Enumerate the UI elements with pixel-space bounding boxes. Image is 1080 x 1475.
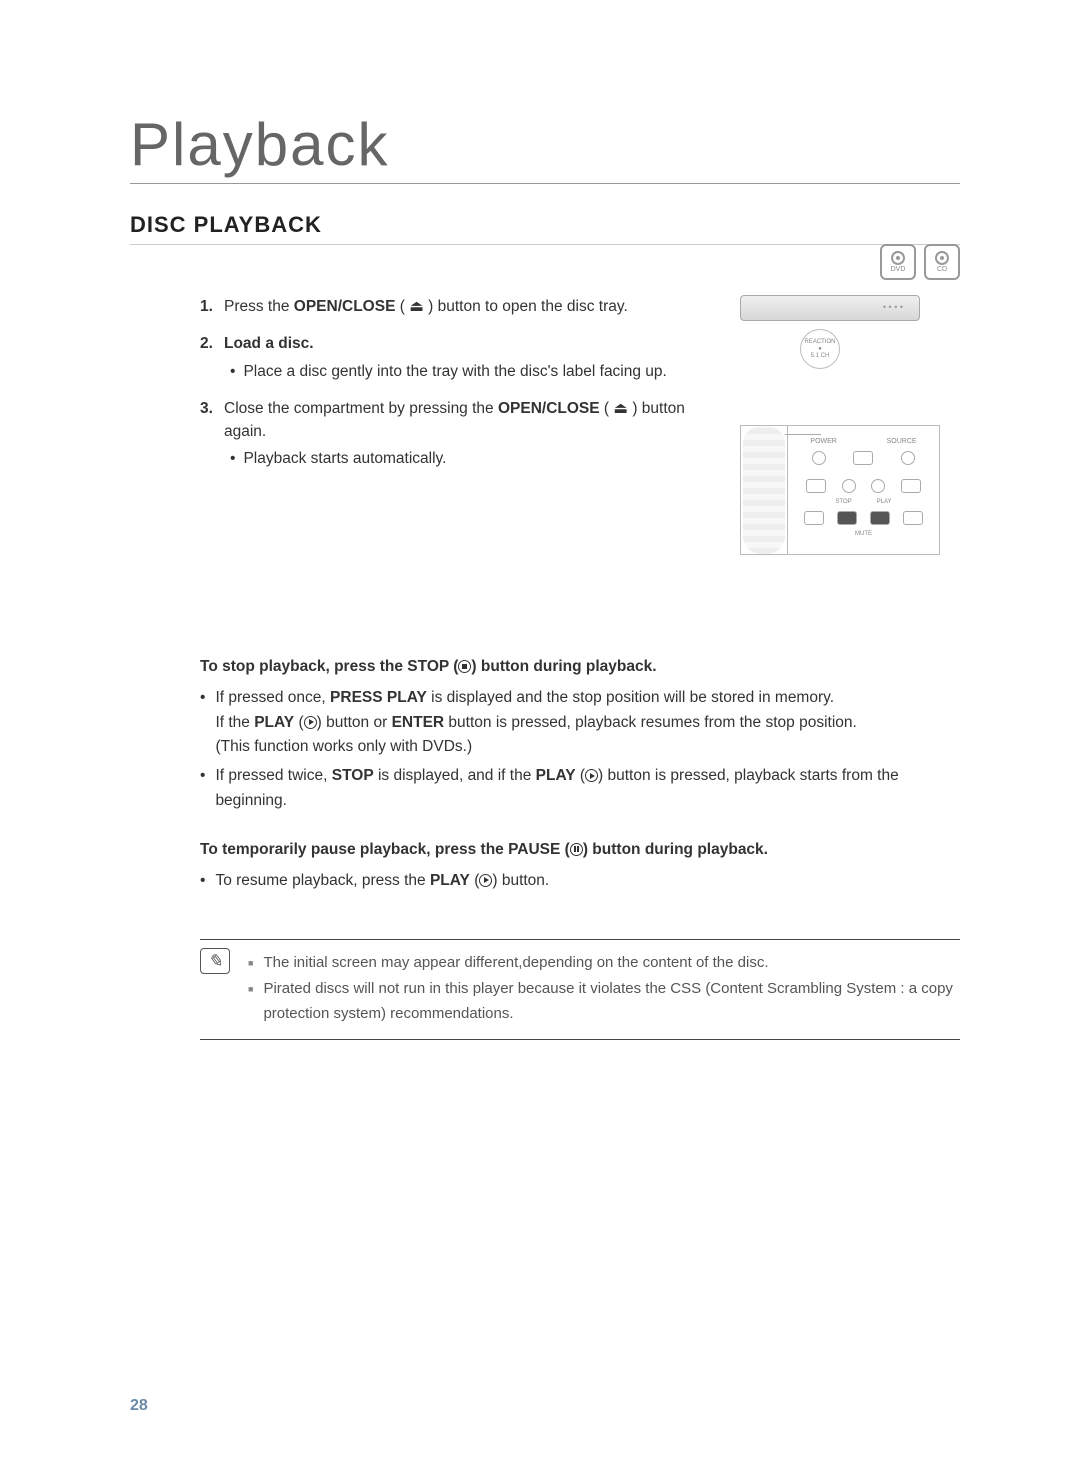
format-badges: DVD CD <box>880 244 960 280</box>
pause-b1b: PLAY <box>430 872 470 889</box>
note-box: ✎ The initial screen may appear differen… <box>200 939 960 1040</box>
cd-badge: CD <box>924 244 960 280</box>
step-1-bold: OPEN/CLOSE <box>294 298 396 315</box>
stop-b1c: is displayed and the stop position will … <box>427 689 834 706</box>
reaction-label-bot: 5.1 CH <box>811 353 830 359</box>
remote-stop-label: STOP <box>835 499 851 505</box>
dvd-badge: DVD <box>880 244 916 280</box>
stop-section: To stop playback, press the STOP ( ) butt… <box>200 655 960 814</box>
play-icon-2 <box>585 769 598 782</box>
pause-b1d: ) button. <box>492 872 549 889</box>
pause-heading-pre: To temporarily pause playback, press the <box>200 841 508 858</box>
step-2-bullet: Place a disc gently into the tray with t… <box>243 360 666 383</box>
step-2-heading: Load a disc. <box>224 335 314 352</box>
stop-b1d-play: PLAY <box>254 714 294 731</box>
cd-badge-label: CD <box>937 266 947 273</box>
page-number: 28 <box>130 1397 148 1415</box>
remote-source-label: SOURCE <box>887 438 917 445</box>
step-1-text-post: ( ⏏ ) button to open the disc tray. <box>395 298 627 315</box>
step-1-text-pre: Press the <box>224 298 294 315</box>
pause-heading-post: ) button during playback. <box>583 841 768 858</box>
section-title: DISC PLAYBACK <box>130 212 960 245</box>
pause-heading-pause: PAUSE <box>508 841 560 858</box>
step-3-text-pre: Close the compartment by pressing the <box>224 400 498 417</box>
stop-b1a: If pressed once, <box>215 689 330 706</box>
note-2: Pirated discs will not run in this playe… <box>263 976 960 1027</box>
reaction-speaker-illustration: REACTION ● 5.1 CH <box>800 329 840 369</box>
stop-b1e: (This function works only with DVDs.) <box>215 738 472 755</box>
remote-mute-label: MUTE <box>855 531 872 537</box>
stop-b2e: ( <box>576 767 585 784</box>
stop-icon <box>458 660 471 673</box>
stop-b2c: is displayed, and if the <box>374 767 536 784</box>
step-3-bullet: Playback starts automatically. <box>243 447 446 470</box>
pause-section: To temporarily pause playback, press the… <box>200 838 960 894</box>
reaction-label-top: REACTION <box>804 339 835 345</box>
stop-b1b: PRESS PLAY <box>330 689 427 706</box>
stop-b1d-mid: ( <box>294 714 303 731</box>
step-2: 2. Load a disc. Place a disc gently into… <box>200 332 720 383</box>
pause-b1a: To resume playback, press the <box>215 872 430 889</box>
remote-play-label: PLAY <box>877 499 892 505</box>
stop-b1d-pre: If the <box>215 714 254 731</box>
stop-b1d-post: button is pressed, playback resumes from… <box>444 714 857 731</box>
stop-b2d: PLAY <box>536 767 576 784</box>
stop-b1d-enter: ENTER <box>392 714 445 731</box>
note-1: The initial screen may appear different,… <box>263 950 768 976</box>
pause-b1c: ( <box>470 872 479 889</box>
dvd-badge-label: DVD <box>891 266 906 273</box>
pause-icon <box>570 843 583 856</box>
stop-heading-post: ) button during playback. <box>471 658 656 675</box>
step-3-bold: OPEN/CLOSE <box>498 400 600 417</box>
chapter-title: Playback <box>130 110 960 184</box>
note-icon: ✎ <box>200 948 230 974</box>
remote-illustration: POWER SOURCE STOP PLAY MUTE <box>740 425 940 555</box>
stop-heading-pre: To stop playback, press the STOP ( <box>200 658 458 675</box>
remote-power-label: POWER <box>810 438 836 445</box>
step-1: 1. Press the OPEN/CLOSE ( ⏏ ) button to … <box>200 295 720 318</box>
stop-b2a: If pressed twice, <box>215 767 331 784</box>
play-icon <box>304 716 317 729</box>
player-illustration <box>740 295 920 321</box>
stop-b2b: STOP <box>332 767 374 784</box>
stop-b1d-mid2: ) button or <box>317 714 392 731</box>
pause-heading-mid: ( <box>560 841 569 858</box>
play-icon-3 <box>479 874 492 887</box>
step-3: 3. Close the compartment by pressing the… <box>200 397 720 471</box>
